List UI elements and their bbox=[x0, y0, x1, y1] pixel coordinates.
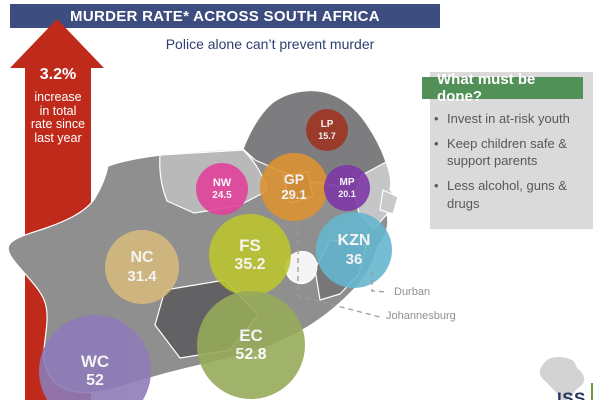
province-rate: 29.1 bbox=[281, 186, 307, 202]
increase-stat: 3.2% bbox=[39, 66, 77, 83]
province-bubble-mp: MP 20.1 bbox=[324, 165, 370, 211]
province-code: KZN bbox=[337, 232, 371, 250]
iss-logo-divider bbox=[591, 383, 593, 400]
iss-logo: ISS bbox=[531, 356, 597, 400]
action-list-item: Keep children safe & support parents bbox=[434, 135, 586, 169]
action-panel-header: What must be done? bbox=[422, 71, 583, 105]
page-title: MURDER RATE* ACROSS SOUTH AFRICA bbox=[10, 4, 440, 28]
action-list-item: Invest in at-risk youth bbox=[434, 110, 586, 127]
province-bubble-wc: WC 52 bbox=[39, 315, 151, 400]
province-rate: 20.1 bbox=[338, 188, 356, 199]
province-code: NC bbox=[130, 249, 154, 267]
province-rate: 52.8 bbox=[235, 345, 267, 363]
province-bubble-nw: NW 24.5 bbox=[196, 163, 248, 215]
province-bubble-lp: LP 15.7 bbox=[306, 109, 348, 151]
province-bubble-kzn: KZN 36 bbox=[316, 212, 392, 288]
province-rate: 52 bbox=[86, 371, 104, 389]
province-rate: 36 bbox=[345, 250, 363, 268]
province-code: WC bbox=[80, 352, 110, 372]
city-label-johannesburg: Johannesburg bbox=[386, 310, 456, 322]
increase-stat-block: 3.2% increase in total rate since last year bbox=[24, 66, 92, 145]
province-code: GP bbox=[283, 171, 305, 188]
province-bubble-gp: GP 29.1 bbox=[260, 153, 328, 221]
province-bubble-ec: EC 52.8 bbox=[197, 291, 305, 399]
action-list: Invest in at-risk youth Keep children saf… bbox=[434, 110, 586, 220]
city-label-durban: Durban bbox=[394, 286, 431, 298]
province-code: MP bbox=[339, 177, 355, 189]
page-title-text: MURDER RATE* ACROSS SOUTH AFRICA bbox=[70, 7, 380, 25]
province-rate: 15.7 bbox=[318, 130, 336, 141]
iss-logo-text: ISS bbox=[557, 389, 586, 400]
province-rate: 35.2 bbox=[234, 255, 266, 273]
page-subtitle: Police alone can’t prevent murder bbox=[165, 36, 375, 52]
province-rate: 24.5 bbox=[212, 189, 232, 201]
province-code: NW bbox=[212, 176, 232, 189]
increase-caption: increase in total rate since last year bbox=[24, 90, 92, 145]
johannesburg-connector-line bbox=[297, 222, 381, 318]
province-rate: 31.4 bbox=[127, 267, 157, 285]
durban-connector-line bbox=[371, 271, 389, 293]
increase-caption-line: increase bbox=[34, 90, 82, 104]
action-panel-title: What must be done? bbox=[437, 71, 536, 105]
action-list-item: Less alcohol, guns & drugs bbox=[434, 177, 586, 211]
province-bubble-fs: FS 35.2 bbox=[209, 214, 291, 296]
increase-caption-line: last year bbox=[34, 130, 82, 145]
africa-silhouette-icon bbox=[539, 356, 585, 400]
province-code: EC bbox=[239, 326, 263, 346]
map-swaziland bbox=[379, 189, 399, 215]
increase-caption-line: in total bbox=[39, 103, 77, 118]
increase-caption-line: rate since bbox=[30, 117, 86, 131]
province-code: FS bbox=[239, 236, 261, 256]
province-code: LP bbox=[320, 119, 334, 131]
province-bubble-nc: NC 31.4 bbox=[105, 230, 179, 304]
